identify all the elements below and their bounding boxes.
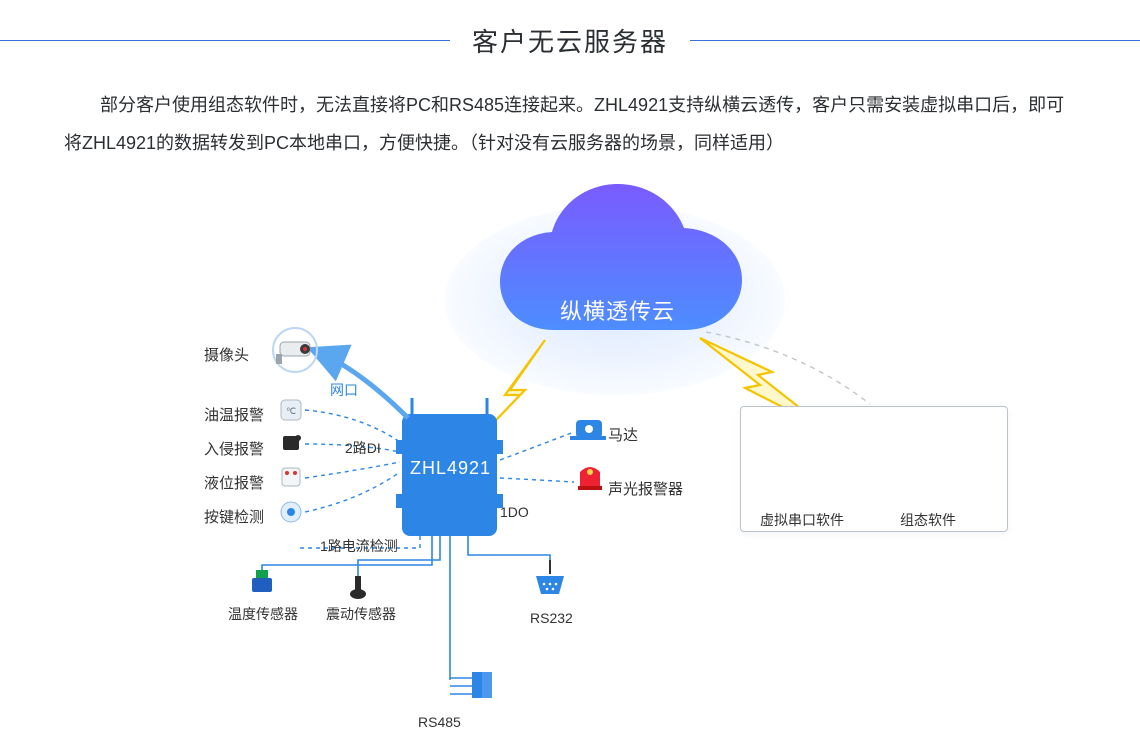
do-label: 1DO	[500, 504, 529, 520]
net-label: 网口	[330, 380, 358, 400]
di-lines	[305, 410, 400, 512]
rs232-icon	[536, 560, 564, 594]
right-item-1: 声光报警器	[608, 478, 683, 499]
do-lines	[500, 432, 574, 482]
cloud-to-pc-line	[706, 332, 870, 404]
right-item-0: 马达	[608, 424, 638, 445]
bolt-left-icon	[472, 340, 545, 445]
level-icon	[282, 468, 300, 486]
left-item-4: 按键检测	[204, 506, 264, 527]
pc-label-0: 虚拟串口软件	[760, 510, 844, 530]
page-title: 客户无云服务器	[450, 22, 690, 59]
svg-text:℃: ℃	[286, 406, 296, 416]
bottom-item-1: 震动传感器	[326, 604, 396, 624]
rs485-icon	[450, 672, 492, 698]
bottom-item-3: RS485	[418, 714, 461, 730]
oil-temp-icon: ℃	[281, 400, 301, 420]
temp-sensor-icon	[252, 570, 272, 592]
title-row: 客户无云服务器	[0, 0, 1140, 59]
pc-label-1: 组态软件	[900, 510, 956, 530]
intrusion-icon	[283, 435, 301, 450]
bottom-item-0: 温度传感器	[228, 604, 298, 624]
left-item-1: 油温报警	[204, 404, 264, 425]
bus-lines	[262, 536, 550, 680]
left-item-2: 入侵报警	[204, 438, 264, 459]
motor-icon	[570, 420, 606, 440]
title-line-left	[0, 40, 450, 41]
camera-icon	[273, 328, 317, 372]
vibration-sensor-icon	[350, 576, 366, 599]
left-item-0: 摄像头	[204, 344, 249, 365]
bottom-item-2: RS232	[530, 610, 573, 626]
alarm-icon	[578, 467, 602, 490]
title-line-right	[690, 40, 1140, 41]
device-label: ZHL4921	[410, 458, 491, 479]
cloud-label: 纵横透传云	[560, 294, 675, 326]
button-icon	[281, 502, 301, 522]
current-label: 1路电流检测	[320, 536, 398, 556]
left-item-3: 液位报警	[204, 472, 264, 493]
page-description: 部分客户使用组态软件时，无法直接将PC和RS485连接起来。ZHL4921支持纵…	[0, 59, 1140, 163]
di-label: 2路DI	[345, 438, 381, 458]
